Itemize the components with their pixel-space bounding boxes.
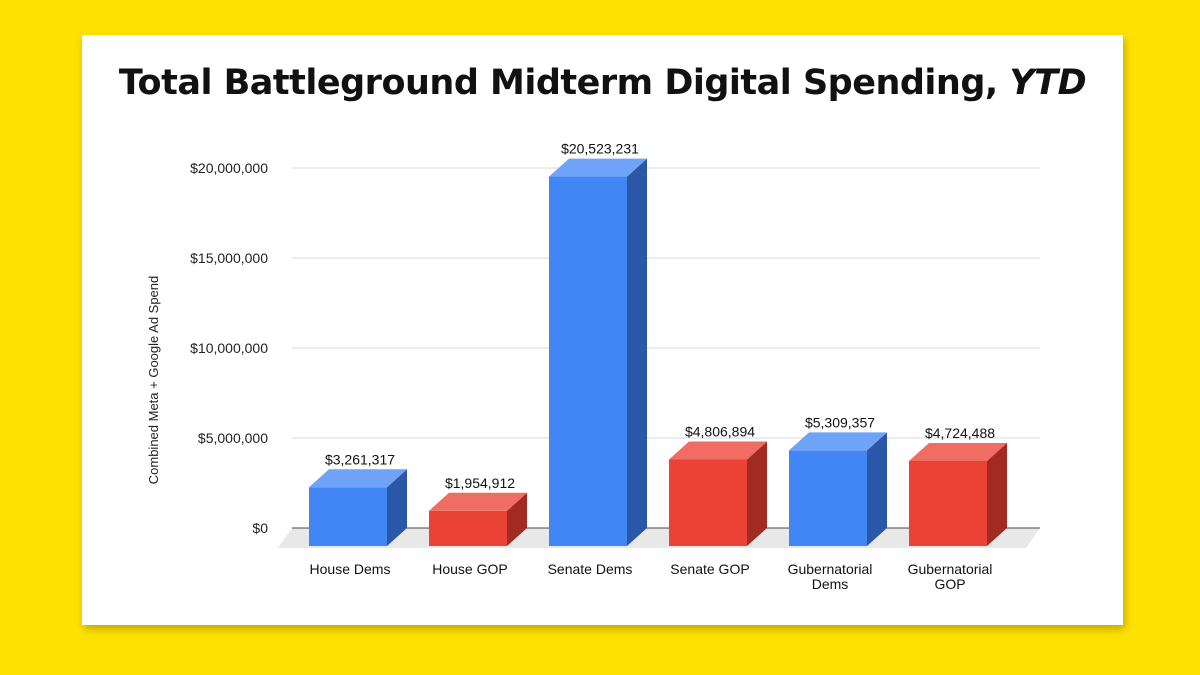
bar (429, 510, 507, 546)
bar (909, 460, 987, 546)
x-tick-label: Dems (812, 576, 849, 592)
y-tick-label: $0 (252, 520, 268, 536)
bar-top (309, 469, 407, 488)
y-tick-label: $15,000,000 (190, 250, 268, 266)
bar-top (909, 442, 1007, 461)
bar-side (507, 492, 527, 546)
x-tick-label: Senate Dems (548, 561, 633, 577)
x-tick-label: GOP (934, 576, 965, 592)
data-label: $4,724,488 (925, 425, 995, 441)
y-tick-label: $20,000,000 (190, 160, 268, 176)
bar (549, 176, 627, 546)
bar-side (867, 432, 887, 546)
y-tick-label: $5,000,000 (198, 430, 268, 446)
x-tick-label: Senate GOP (670, 561, 749, 577)
bar-top (669, 441, 767, 460)
x-tick-label: House GOP (432, 561, 507, 577)
data-label: $4,806,894 (685, 423, 755, 439)
bar (789, 450, 867, 546)
bar-side (747, 441, 767, 546)
data-label: $1,954,912 (445, 475, 515, 491)
bar-top (429, 492, 527, 511)
bar-side (987, 442, 1007, 546)
bar (669, 459, 747, 546)
y-axis-title: Combined Meta + Google Ad Spend (146, 276, 161, 485)
bar (309, 487, 387, 546)
data-label: $3,261,317 (325, 451, 395, 467)
bar-top (789, 432, 887, 451)
chart-title: Total Battleground Midterm Digital Spend… (82, 63, 1123, 103)
bar-side (627, 158, 647, 546)
y-tick-label: $10,000,000 (190, 340, 268, 356)
data-label: $20,523,231 (561, 141, 639, 157)
data-label: $5,309,357 (805, 414, 875, 430)
bar-side (387, 469, 407, 546)
chart-title-emphasis: YTD (1009, 63, 1087, 103)
x-tick-label: Gubernatorial (788, 561, 873, 577)
bar-top (549, 158, 647, 177)
x-tick-label: House Dems (310, 561, 391, 577)
x-tick-label: Gubernatorial (908, 561, 993, 577)
chart-title-main: Total Battleground Midterm Digital Spend… (118, 63, 1010, 103)
